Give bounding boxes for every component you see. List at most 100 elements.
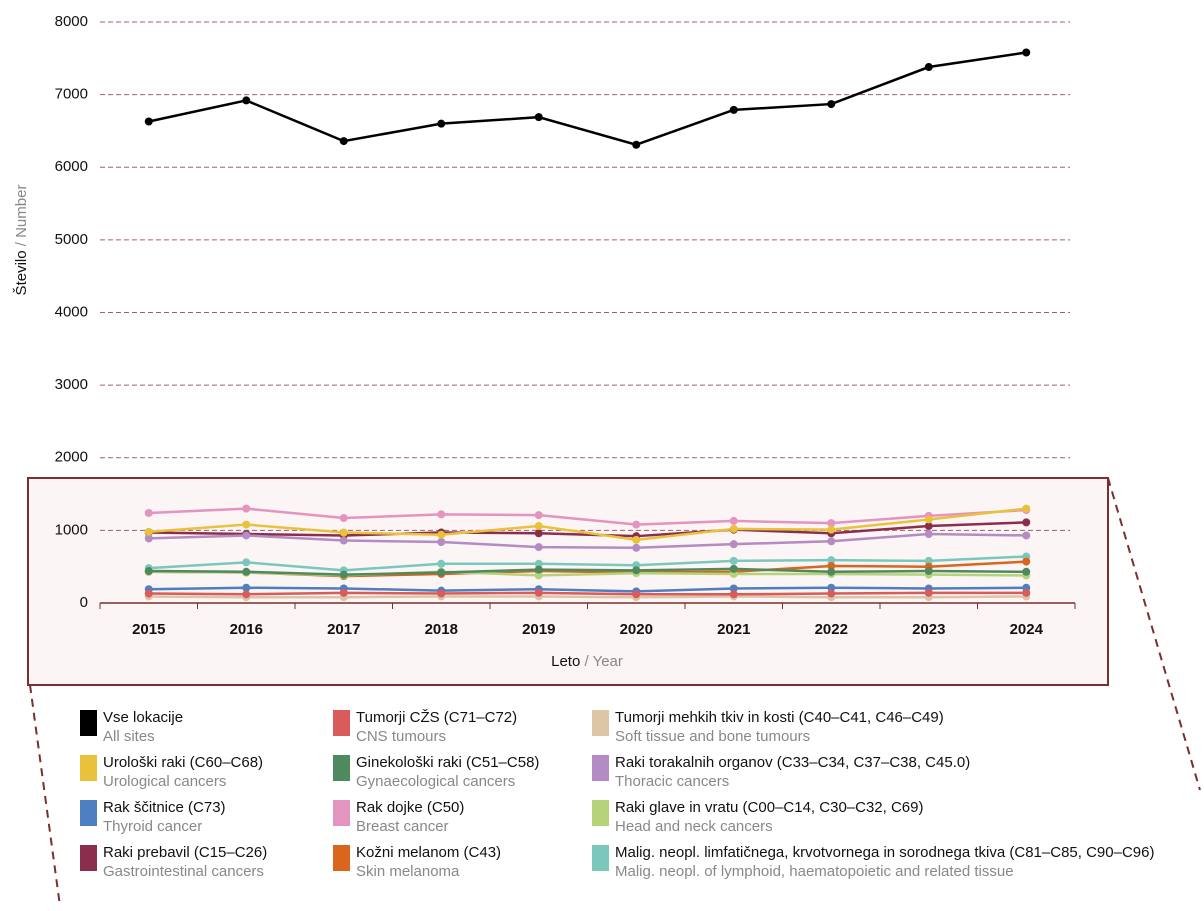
data-point	[1022, 588, 1031, 597]
data-point	[242, 567, 251, 576]
x-tick-label: 2018	[425, 621, 458, 638]
legend-swatch	[333, 800, 350, 826]
y-label-en: / Number	[13, 185, 30, 247]
data-point	[827, 583, 836, 592]
data-point	[924, 63, 933, 72]
legend-swatch	[80, 800, 97, 826]
data-point	[827, 589, 836, 598]
zoom-line	[29, 684, 61, 907]
data-point	[729, 584, 738, 593]
legend-label: Raki glave in vratu (C00–C14, C30–C32, C…	[615, 799, 924, 816]
legend-label: Urološki raki (C60–C68)	[103, 754, 263, 771]
y-tick-label: 0	[80, 594, 88, 611]
data-point	[437, 589, 446, 598]
legend-swatch	[80, 845, 97, 871]
data-point	[534, 543, 543, 552]
data-point	[924, 515, 933, 524]
data-point	[632, 535, 641, 544]
legend-swatch	[333, 710, 350, 736]
series-line	[148, 507, 1027, 526]
legend-swatch	[592, 845, 609, 871]
legend-label-en: Breast cancer	[356, 818, 449, 835]
data-point	[827, 556, 836, 565]
data-point	[339, 137, 348, 146]
data-point	[534, 588, 543, 597]
data-point	[339, 570, 348, 579]
data-point	[242, 583, 251, 592]
data-point	[242, 590, 251, 599]
y-tick-label: 2000	[55, 449, 88, 466]
data-point	[827, 567, 836, 576]
y-tick-label: 7000	[55, 86, 88, 103]
x-tick-label: 2022	[815, 621, 848, 638]
data-point	[144, 508, 153, 517]
data-point	[729, 590, 738, 599]
x-tick-label: 2019	[522, 621, 555, 638]
legend-label-en: Malig. neopl. of lymphoid, haematopoieti…	[615, 863, 1014, 880]
x-axis-label: Leto / Year	[551, 653, 623, 670]
data-point	[339, 536, 348, 545]
y-tick-label: 6000	[55, 158, 88, 175]
y-tick-label: 3000	[55, 376, 88, 393]
legend-label-en: Head and neck cancers	[615, 818, 773, 835]
data-point	[632, 140, 641, 149]
series-line	[148, 532, 1027, 550]
legend-label: Kožni melanom (C43)	[356, 844, 501, 861]
data-point	[242, 504, 251, 513]
x-label-en: / Year	[585, 653, 623, 670]
legend-label: Raki torakalnih organov (C33–C34, C37–C3…	[615, 754, 970, 771]
data-point	[437, 537, 446, 546]
legend-label: Rak dojke (C50)	[356, 799, 464, 816]
data-point	[924, 556, 933, 565]
legend-label-en: Thyroid cancer	[103, 818, 202, 835]
data-point	[242, 531, 251, 540]
legend-swatch	[592, 800, 609, 826]
data-point	[1022, 48, 1031, 57]
legend-swatch	[80, 755, 97, 781]
data-point	[827, 525, 836, 534]
data-point	[729, 540, 738, 549]
data-point	[339, 528, 348, 537]
y-label-sl: Število	[13, 250, 30, 295]
legend-label-en: Gastrointestinal cancers	[103, 863, 264, 880]
series-line	[148, 567, 1027, 576]
data-point	[1022, 504, 1031, 513]
legend-label: Vse lokacije	[103, 709, 183, 726]
legend-label: Malig. neopl. limfatičnega, krvotvornega…	[615, 844, 1154, 861]
legend-label: Ginekološki raki (C51–C58)	[356, 754, 539, 771]
series-line	[148, 591, 1027, 596]
data-point	[144, 117, 153, 126]
data-point	[827, 100, 836, 109]
legend-label-en: CNS tumours	[356, 728, 446, 745]
data-point	[437, 559, 446, 568]
series-line	[148, 595, 1027, 599]
series-line	[148, 521, 1027, 538]
data-point	[437, 530, 446, 539]
data-point	[924, 522, 933, 531]
data-point	[729, 524, 738, 533]
legend-label-en: All sites	[103, 728, 155, 745]
legend-swatch	[333, 845, 350, 871]
series-line	[148, 586, 1027, 593]
data-point	[144, 527, 153, 536]
data-point	[534, 113, 543, 122]
data-point	[1022, 518, 1031, 527]
data-point	[729, 564, 738, 573]
y-tick-label: 5000	[55, 231, 88, 248]
data-point	[144, 567, 153, 576]
y-tick-label: 1000	[55, 521, 88, 538]
data-point	[242, 96, 251, 105]
data-point	[729, 556, 738, 565]
legend-label: Tumorji CŽS (C71–C72)	[356, 709, 517, 726]
data-point	[534, 571, 543, 580]
legend-label-en: Skin melanoma	[356, 863, 460, 880]
data-point	[534, 559, 543, 568]
x-tick-label: 2021	[717, 621, 750, 638]
series-line	[148, 507, 1027, 542]
data-point	[924, 588, 933, 597]
data-point	[924, 530, 933, 539]
data-point	[144, 534, 153, 543]
data-point	[242, 520, 251, 529]
legend-label-en: Urological cancers	[103, 773, 226, 790]
